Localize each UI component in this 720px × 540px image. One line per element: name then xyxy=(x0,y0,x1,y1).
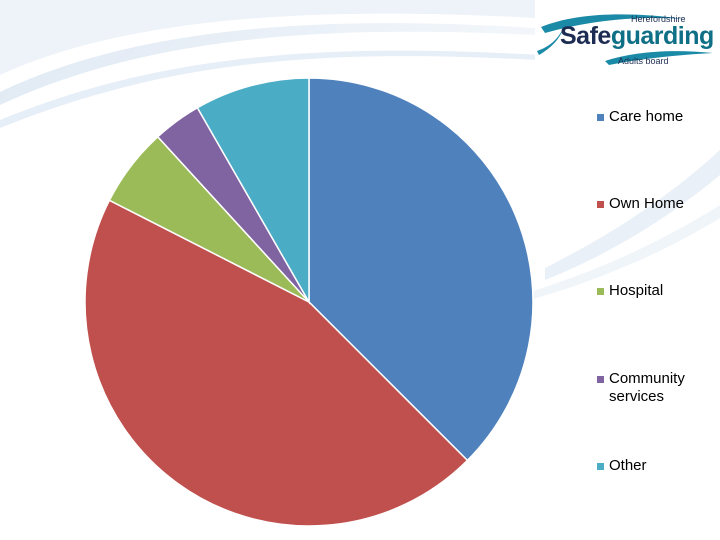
logo-wordmark: Safeguarding xyxy=(560,22,714,51)
pie-slice-care-home xyxy=(308,77,534,462)
legend-label: Hospital xyxy=(609,282,664,299)
legend-item-hospital: Hospital xyxy=(597,282,705,300)
logo-wordmark-part2: guarding xyxy=(610,22,714,50)
legend-item-care-home: Care home xyxy=(597,108,705,126)
legend-item-own-home: Own Home xyxy=(597,195,705,213)
legend-item-community-services: Community services xyxy=(597,370,705,406)
pie-slice-own-home xyxy=(84,199,469,527)
legend-label: Care home xyxy=(609,108,684,125)
logo-wordmark-part1: Safe xyxy=(560,22,611,50)
legend-swatch xyxy=(597,376,604,383)
pie-slice-other xyxy=(196,77,310,305)
logo-swoosh-graphic xyxy=(537,14,713,65)
legend-label: Other xyxy=(609,457,647,474)
legend-label: Own Home xyxy=(609,195,685,212)
chart-legend: Care home Own Home Hospital Community se… xyxy=(597,100,717,490)
legend-swatch xyxy=(597,288,604,295)
safeguarding-logo: Herefordshire Safeguarding Adults board xyxy=(535,11,716,69)
logo-bottom-text: Adults board xyxy=(618,56,669,66)
legend-label: Community services xyxy=(609,370,685,405)
legend-item-other: Other xyxy=(597,457,705,475)
legend-swatch xyxy=(597,201,604,208)
legend-swatch xyxy=(597,114,604,121)
logo-top-text: Herefordshire xyxy=(631,14,686,24)
legend-swatch xyxy=(597,463,604,470)
